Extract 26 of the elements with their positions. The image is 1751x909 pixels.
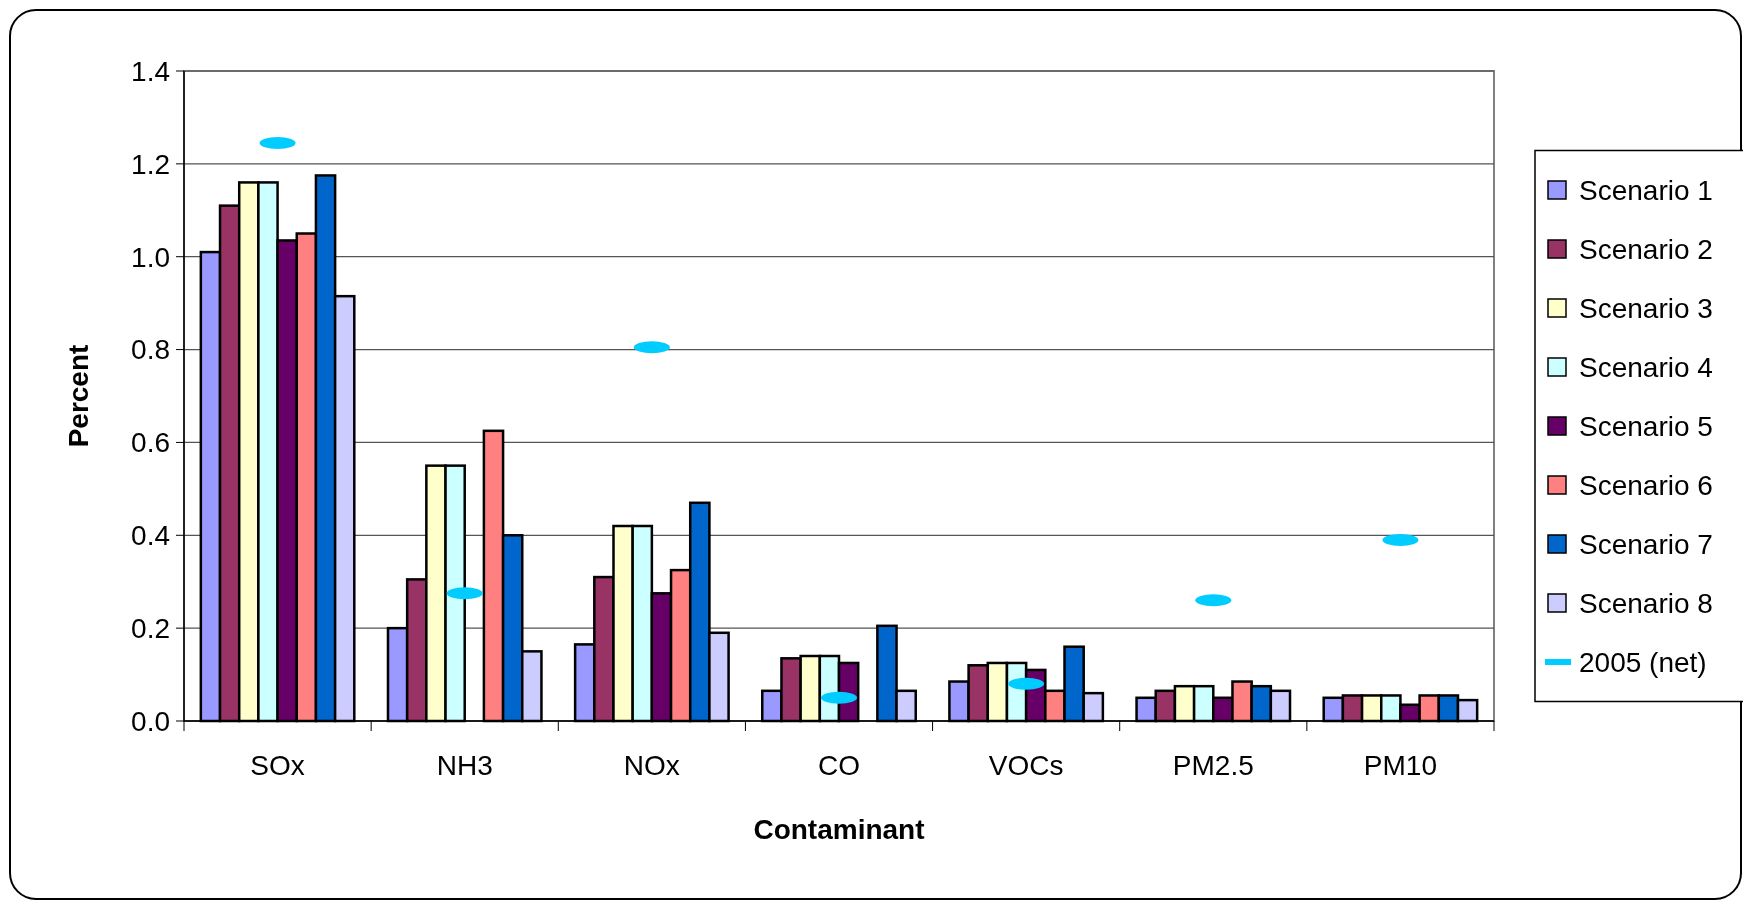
y-tick-label: 0.8: [131, 334, 170, 366]
legend-label: Scenario 3: [1579, 292, 1713, 324]
legend-label: Scenario 4: [1579, 351, 1713, 383]
x-tick-label: CO: [818, 750, 860, 781]
y-axis-title: Percent: [63, 344, 94, 448]
legend-label: Scenario 6: [1579, 469, 1713, 501]
x-tick-label: VOCs: [988, 750, 1064, 781]
y-tick-label: 0.4: [131, 520, 170, 552]
x-tick-label: NH3: [436, 750, 493, 781]
legend-label: Scenario 8: [1579, 587, 1713, 619]
y-tick-label: 1.4: [131, 55, 170, 87]
legend-label: Scenario 1: [1579, 174, 1713, 206]
y-tick-label: 0.2: [131, 612, 170, 644]
x-tick-label: PM10: [1363, 750, 1438, 781]
legend-label: Scenario 5: [1579, 410, 1713, 442]
y-tick-label: 1.2: [131, 148, 170, 180]
legend-label: 2005 (net): [1579, 646, 1707, 678]
y-tick-label: 0.0: [131, 705, 170, 737]
legend-label: Scenario 7: [1579, 528, 1713, 560]
legend-label: Scenario 2: [1579, 233, 1713, 265]
x-tick-label: NOx: [623, 750, 680, 781]
x-tick-label: PM2.5: [1172, 750, 1254, 781]
y-tick-label: 0.6: [131, 427, 170, 459]
y-tick-label: 1.0: [131, 241, 170, 273]
x-tick-label: SOx: [250, 750, 305, 781]
x-axis-title: Contaminant: [753, 814, 925, 845]
